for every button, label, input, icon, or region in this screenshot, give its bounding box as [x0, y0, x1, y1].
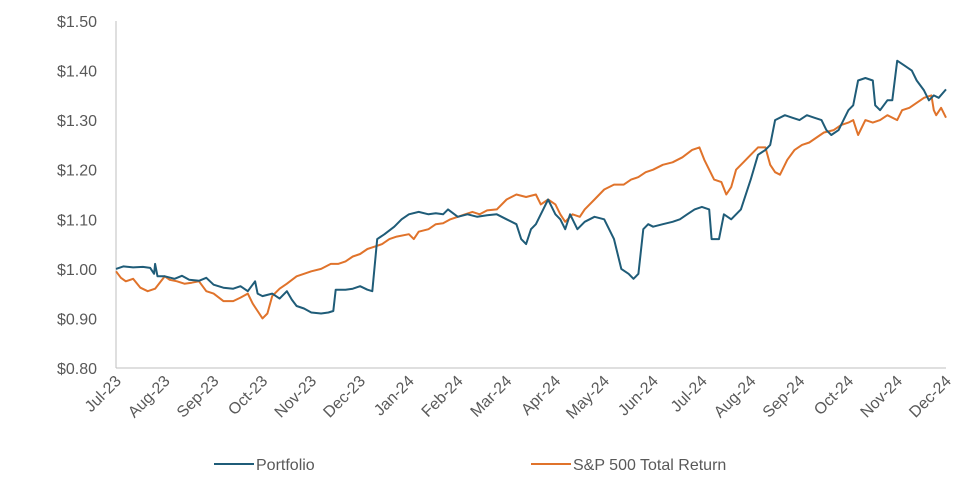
x-tick-label: Apr-24 [518, 373, 564, 419]
x-tick-label: Aug-23 [125, 373, 174, 422]
x-tick-label: Oct-23 [225, 373, 271, 419]
x-tick-label: Mar-24 [468, 373, 516, 421]
x-tick-label: Sep-23 [174, 373, 223, 422]
y-tick-label: $1.50 [57, 14, 97, 31]
series-line-portfolio [115, 59, 947, 315]
y-tick-label: $1.20 [57, 163, 97, 180]
x-tick-label: Sep-24 [760, 373, 809, 422]
y-axis: $0.80 $0.90 $1.00 $1.10 $1.20 $1.30 $1.40 $1.50 [57, 14, 117, 378]
legend-label-portfolio: Portfolio [256, 457, 315, 474]
y-tick-label: $1.00 [57, 262, 97, 279]
x-tick-label: Dec-23 [320, 373, 369, 422]
x-tick-label: Jun-24 [615, 373, 662, 420]
x-tick-label: Nov-23 [272, 373, 321, 422]
x-tick-label: Jul-24 [668, 373, 711, 416]
y-tick-label: $1.40 [57, 64, 97, 81]
x-tick-label: Nov-24 [858, 373, 907, 422]
x-tick-label: May-24 [563, 373, 613, 423]
y-tick-label: $1.10 [57, 212, 97, 229]
x-tick-label: Dec-24 [906, 373, 955, 422]
y-tick-label: $0.80 [57, 361, 97, 378]
x-tick-label: Jul-23 [82, 373, 125, 416]
x-axis: Jul-23 Aug-23 Sep-23 Oct-23 Nov-23 Dec-23 Jan-… [82, 367, 955, 423]
x-tick-label: Jan-24 [371, 373, 418, 420]
x-tick-label: Feb-24 [419, 373, 467, 421]
legend: Portfolio S&P 500 Total Return [214, 457, 726, 474]
x-tick-label: Aug-24 [711, 373, 760, 422]
legend-label-sp500: S&P 500 Total Return [573, 457, 726, 474]
x-tick-label: Oct-24 [811, 373, 857, 419]
y-tick-label: $0.90 [57, 311, 97, 328]
y-tick-label: $1.30 [57, 113, 97, 130]
series-layer [115, 59, 947, 320]
series-line-sp500 [115, 94, 947, 320]
